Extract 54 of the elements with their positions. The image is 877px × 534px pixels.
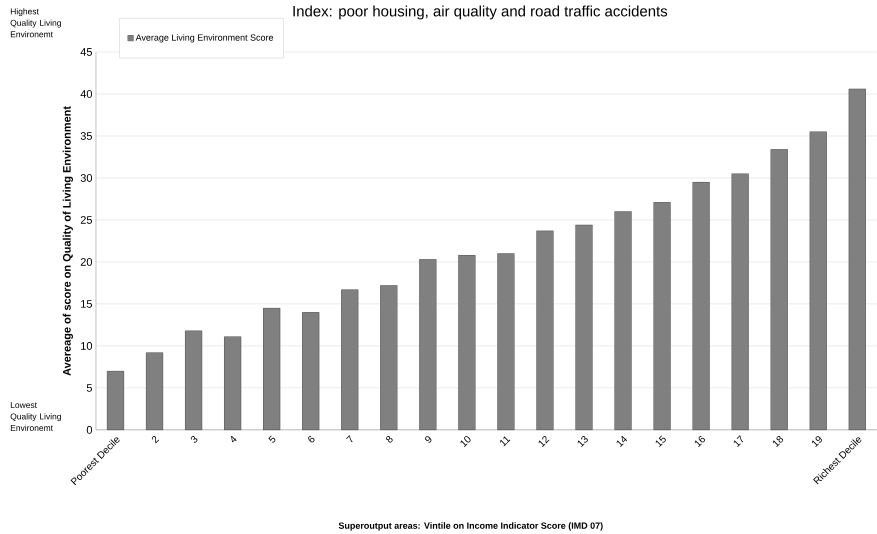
x-tick-label: 11 (500, 436, 510, 447)
bar (732, 174, 749, 430)
bar (302, 312, 320, 430)
x-tick-label: 17 (734, 435, 743, 448)
bar (536, 230, 554, 430)
y-axis-title: Avereage of score on Quality of Living Environment (62, 106, 73, 376)
y-tick-label: 40 (80, 90, 92, 98)
y-tick-label: 15 (81, 300, 92, 308)
x-tick-label: 2 (152, 436, 160, 444)
y-tick-label: 35 (80, 132, 92, 140)
x-tick-label: 19 (812, 436, 822, 448)
x-tick-label: 5 (268, 436, 276, 443)
y-tick-label: 10 (81, 342, 92, 350)
text: Lowest Quality Living Environemt (10, 402, 61, 431)
bar (614, 211, 632, 430)
x-tick-label: 10 (460, 436, 471, 448)
bar (497, 253, 515, 430)
bar (653, 202, 671, 430)
x-tick-label: 16 (694, 436, 705, 448)
bar (263, 308, 280, 430)
bar (146, 352, 164, 430)
bar (575, 224, 593, 430)
y-tick-label: 5 (86, 384, 92, 392)
chart-title: Index: poor housing, air quality and road traffic accidents (293, 6, 668, 20)
y-tick-label: 45 (80, 48, 92, 56)
bar (184, 330, 202, 430)
x-tick-label: 13 (578, 436, 588, 448)
x-tick-label: 7 (346, 435, 353, 442)
y-tick-label: 25 (80, 216, 92, 224)
y-tick-label: 30 (80, 174, 92, 182)
bar (341, 290, 358, 430)
bar (106, 370, 124, 430)
x-tick-label: 14 (616, 436, 627, 448)
x-tick-label: 6 (308, 436, 315, 442)
x-tick-label: 3 (190, 436, 198, 443)
x-axis-title: Superoutput areas: Vintile on Income Indicator Score (IMD 07) (338, 522, 603, 531)
bar (380, 285, 398, 430)
y-tick-label: 20 (80, 258, 92, 266)
x-tick-label: 9 (425, 436, 432, 443)
bar (419, 259, 436, 430)
bar (810, 132, 827, 430)
bar (692, 182, 710, 430)
bar (458, 255, 476, 430)
x-tick-label: 12 (538, 436, 550, 448)
bar (848, 88, 866, 430)
bar (224, 336, 242, 430)
x-tick-label: 4 (231, 436, 237, 442)
legend-label: Average Living Environment Score (136, 34, 274, 43)
text: Highest Quality Living Environemt (10, 8, 61, 38)
x-tick-label: 18 (772, 436, 784, 448)
bar (770, 149, 788, 430)
x-tick-label: 15 (656, 436, 666, 448)
y-tick-label: 0 (86, 426, 92, 434)
x-tick-label: 8 (386, 436, 393, 443)
